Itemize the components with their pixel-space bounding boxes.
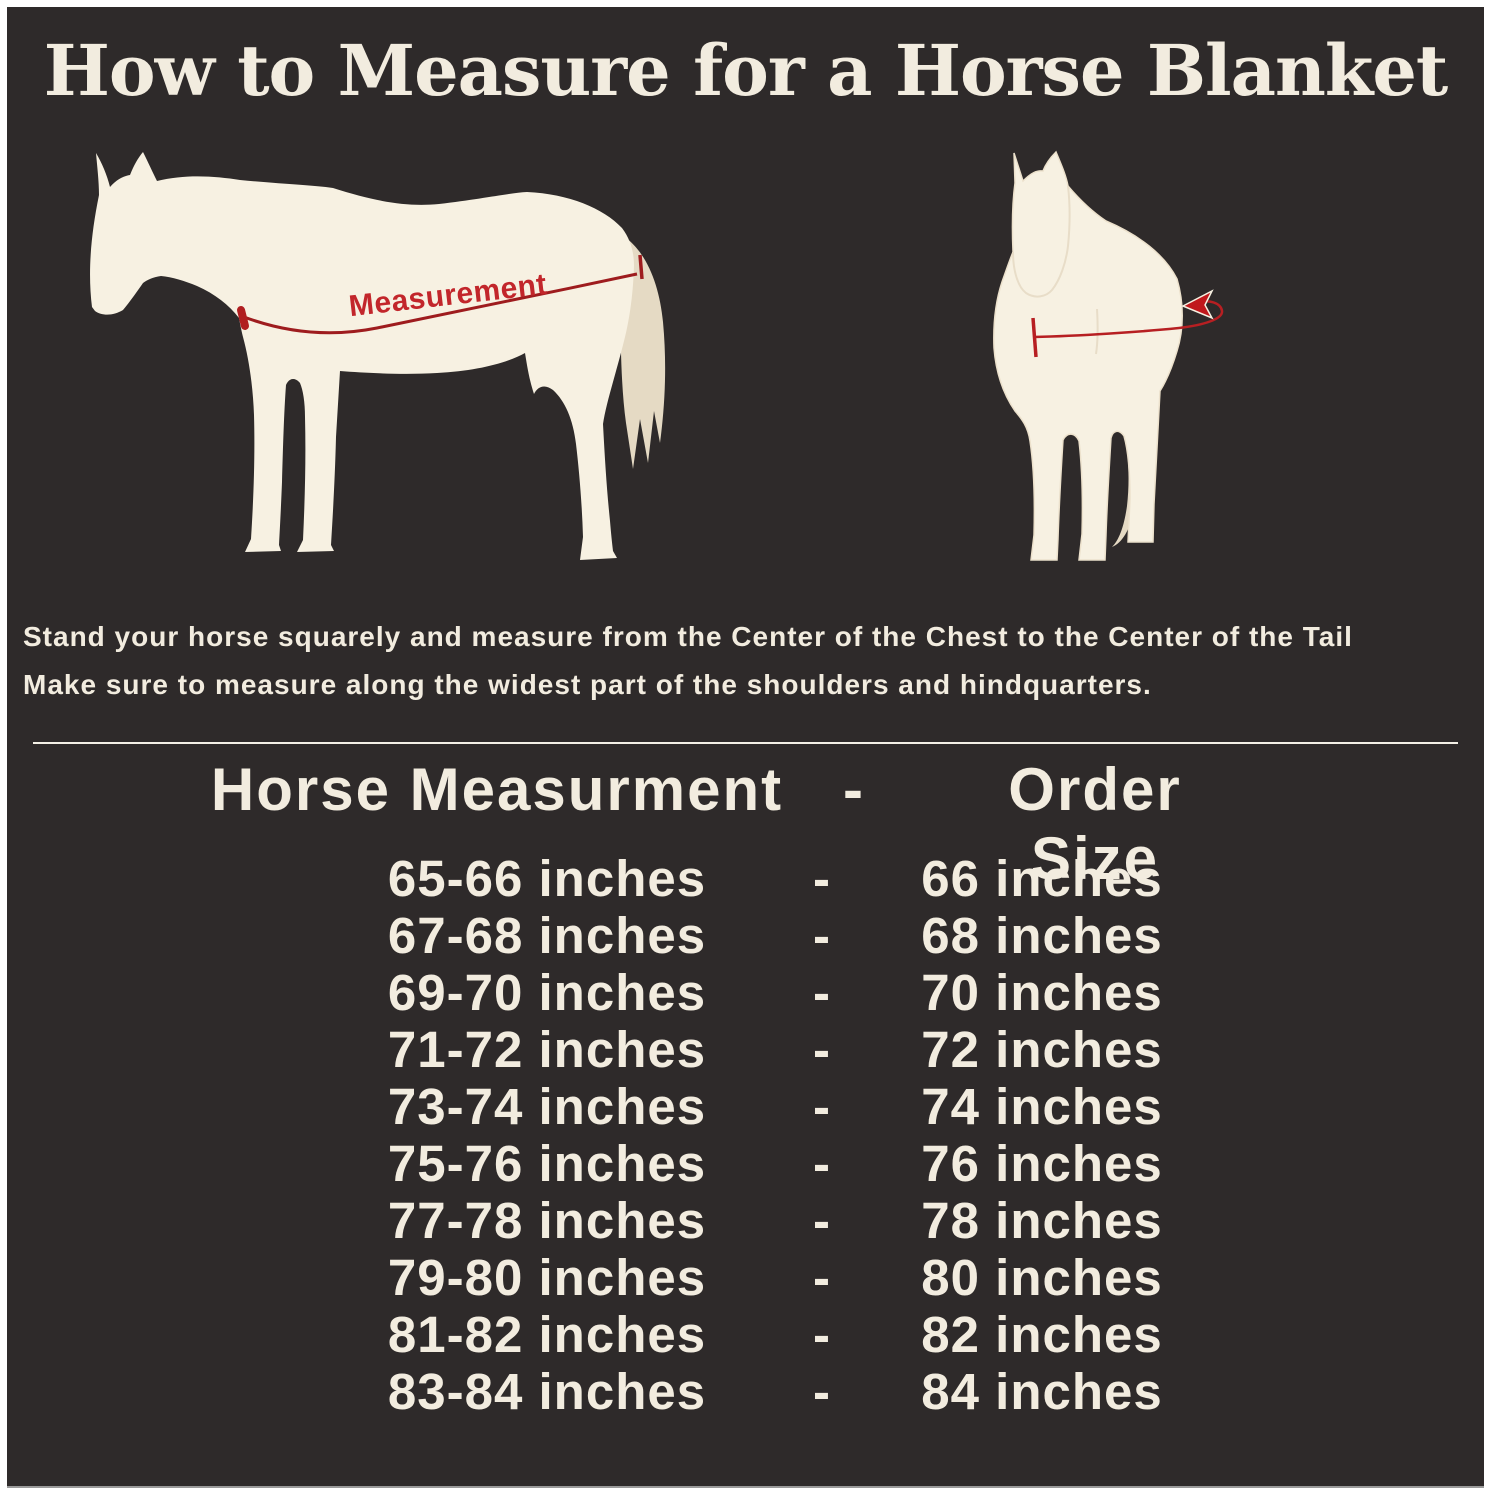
measurement-range-cell: 77-78 inches xyxy=(387,1192,707,1249)
order-size-cell: 76 inches xyxy=(921,1135,1163,1192)
measurement-range-cell: 75-76 inches xyxy=(387,1135,707,1192)
instructions-block: Stand your horse squarely and measure fr… xyxy=(23,613,1468,709)
order-size-cell: 72 inches xyxy=(921,1021,1163,1078)
size-table-row: 83-84 inches - 84 inches xyxy=(7,1363,1484,1420)
measurement-range-cell: 73-74 inches xyxy=(387,1078,707,1135)
size-table-row: 75-76 inches - 76 inches xyxy=(7,1135,1484,1192)
row-dash-separator: - xyxy=(813,1078,831,1135)
measurement-tick-chest xyxy=(237,306,249,330)
front-horse-body xyxy=(993,150,1183,561)
order-size-cell: 74 inches xyxy=(921,1078,1163,1135)
measurement-range-cell: 79-80 inches xyxy=(387,1249,707,1306)
measurement-line xyxy=(243,272,638,335)
section-divider xyxy=(33,742,1458,744)
girth-arrowhead xyxy=(1181,289,1214,320)
header-dash-separator: - xyxy=(843,756,865,823)
page-title: How to Measure for a Horse Blanket xyxy=(43,29,1449,112)
measurement-range-cell: 71-72 inches xyxy=(387,1021,707,1078)
size-table-row: 77-78 inches - 78 inches xyxy=(7,1192,1484,1249)
order-size-cell: 84 inches xyxy=(921,1363,1163,1420)
size-table-row: 73-74 inches - 74 inches xyxy=(7,1078,1484,1135)
size-table-row: 81-82 inches - 82 inches xyxy=(7,1306,1484,1363)
size-table-row: 69-70 inches - 70 inches xyxy=(7,964,1484,1021)
measurement-range-cell: 83-84 inches xyxy=(387,1363,707,1420)
instructions-line-1: Stand your horse squarely and measure fr… xyxy=(23,621,1353,652)
header-horse-measurement: Horse Measurment xyxy=(210,756,784,823)
girth-arrow-line xyxy=(1033,300,1224,339)
instructions-line-2: Make sure to measure along the widest pa… xyxy=(23,669,1152,700)
measurement-range-cell: 81-82 inches xyxy=(387,1306,707,1363)
order-size-cell: 70 inches xyxy=(921,964,1163,1021)
front-horse-chest-crease xyxy=(1095,308,1099,355)
row-dash-separator: - xyxy=(813,850,831,907)
size-table-header: Horse Measurment - Order Size xyxy=(7,755,1484,892)
infographic-card: How to Measure for a Horse Blanket Measu… xyxy=(7,7,1484,1488)
row-dash-separator: - xyxy=(813,1021,831,1078)
measurement-range-cell: 69-70 inches xyxy=(387,964,707,1021)
size-table-row: 67-68 inches - 68 inches xyxy=(7,907,1484,964)
size-table-row: 79-80 inches - 80 inches xyxy=(7,1249,1484,1306)
header-order-size: Order Size xyxy=(1008,756,1182,892)
size-table-row: 71-72 inches - 72 inches xyxy=(7,1021,1484,1078)
row-dash-separator: - xyxy=(813,1135,831,1192)
row-dash-separator: - xyxy=(813,1363,831,1420)
row-dash-separator: - xyxy=(813,964,831,1021)
side-horse-body xyxy=(90,152,634,560)
order-size-cell: 66 inches xyxy=(921,850,1163,907)
order-size-cell: 78 inches xyxy=(921,1192,1163,1249)
order-size-cell: 80 inches xyxy=(921,1249,1163,1306)
side-horse-illustration: Measurement xyxy=(90,152,666,560)
measurement-range-cell: 67-68 inches xyxy=(387,907,707,964)
measurement-range-cell: 65-66 inches xyxy=(387,850,707,907)
front-horse-illustration xyxy=(993,150,1224,561)
size-table: 65-66 inches - 66 inches 67-68 inches - … xyxy=(7,850,1484,1420)
size-table-row: 65-66 inches - 66 inches xyxy=(7,850,1484,907)
order-size-cell: 82 inches xyxy=(921,1306,1163,1363)
row-dash-separator: - xyxy=(813,1306,831,1363)
row-dash-separator: - xyxy=(813,1249,831,1306)
measurement-tick-rump xyxy=(638,254,644,280)
row-dash-separator: - xyxy=(813,1192,831,1249)
order-size-cell: 68 inches xyxy=(921,907,1163,964)
row-dash-separator: - xyxy=(813,907,831,964)
front-horse-head-crease xyxy=(1012,185,1071,298)
